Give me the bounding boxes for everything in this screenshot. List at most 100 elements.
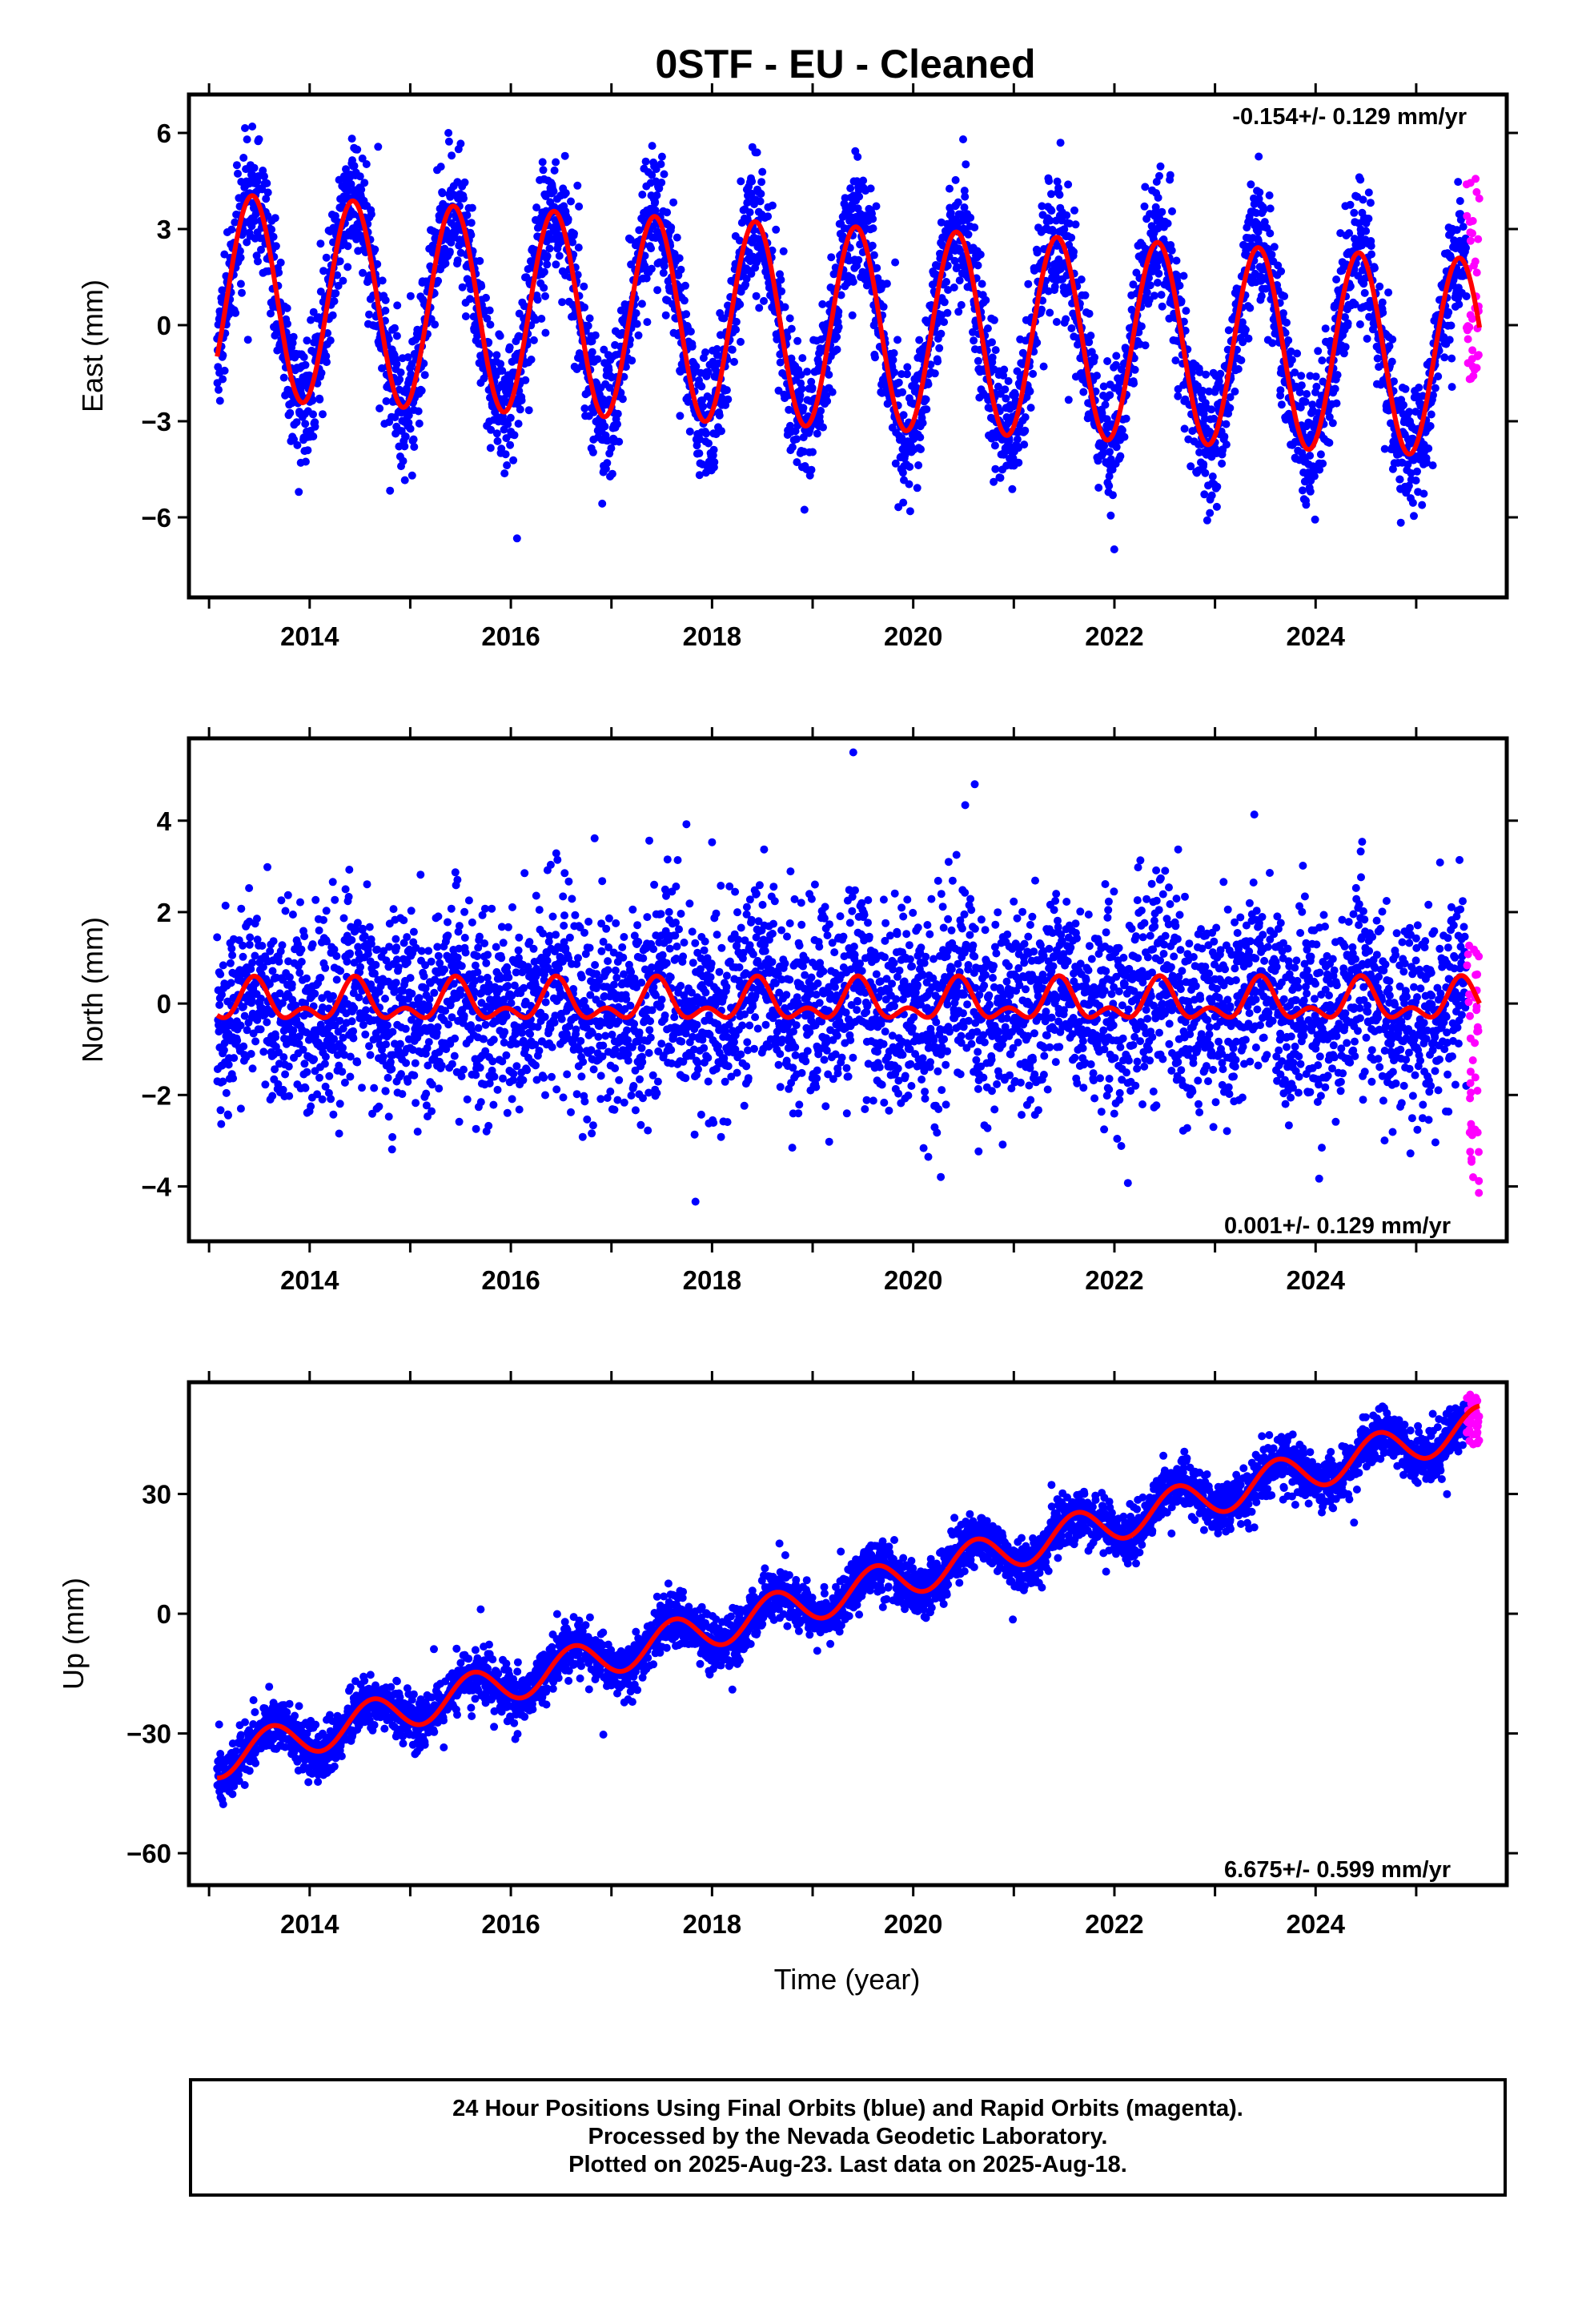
east-point bbox=[1013, 435, 1022, 444]
east-point bbox=[889, 356, 897, 364]
east-point bbox=[543, 260, 552, 269]
east-point bbox=[643, 318, 652, 327]
east-point bbox=[309, 308, 318, 316]
east-point bbox=[988, 338, 996, 347]
east-point bbox=[1454, 178, 1463, 187]
east-point bbox=[1325, 438, 1334, 447]
east-point bbox=[236, 279, 245, 288]
east-point bbox=[978, 279, 986, 288]
east-point bbox=[1418, 501, 1427, 509]
east-point bbox=[396, 375, 404, 384]
east-point bbox=[378, 276, 387, 285]
east-point bbox=[818, 300, 827, 308]
east-point bbox=[1224, 326, 1233, 335]
east-point bbox=[342, 165, 350, 174]
east-point bbox=[728, 345, 737, 354]
east-point bbox=[391, 324, 399, 332]
east-point bbox=[982, 296, 990, 304]
north-point bbox=[345, 866, 354, 874]
east-point bbox=[1216, 369, 1225, 378]
east-point bbox=[1093, 372, 1101, 380]
east-point bbox=[799, 433, 808, 442]
east-point bbox=[1077, 275, 1086, 283]
east-point bbox=[1296, 403, 1305, 412]
east-point bbox=[468, 203, 476, 212]
east-point bbox=[872, 202, 881, 211]
east-point bbox=[1308, 400, 1317, 409]
north-point bbox=[362, 1006, 370, 1015]
east-point bbox=[899, 498, 908, 507]
east-point bbox=[301, 360, 310, 369]
east-point bbox=[456, 139, 465, 148]
east-point bbox=[1056, 139, 1065, 147]
east-point bbox=[238, 288, 246, 297]
east-point bbox=[1364, 188, 1373, 197]
east-point bbox=[381, 306, 390, 315]
east-point bbox=[371, 245, 379, 254]
east-point bbox=[882, 279, 891, 288]
east-point bbox=[823, 396, 832, 405]
east-point bbox=[675, 254, 684, 263]
east-point bbox=[743, 199, 752, 207]
east-point bbox=[1085, 338, 1094, 347]
east-point bbox=[1112, 352, 1121, 360]
east-point bbox=[950, 283, 958, 292]
east-point bbox=[1062, 211, 1071, 219]
east-point bbox=[362, 160, 371, 168]
east-point bbox=[1387, 357, 1396, 366]
east-point bbox=[616, 306, 625, 315]
east-point bbox=[656, 160, 665, 168]
east-point bbox=[737, 177, 745, 186]
east-point bbox=[999, 371, 1008, 380]
east-point bbox=[1070, 247, 1078, 256]
east-point bbox=[374, 143, 383, 151]
east-point bbox=[558, 298, 567, 307]
east-point bbox=[220, 366, 229, 375]
north-point bbox=[365, 1042, 373, 1051]
east-point bbox=[659, 268, 668, 277]
north-point bbox=[381, 995, 389, 1003]
east-point bbox=[962, 160, 970, 169]
east-point bbox=[1090, 353, 1099, 362]
east-point bbox=[1052, 318, 1061, 326]
east-point bbox=[417, 386, 426, 395]
north-point bbox=[284, 1062, 293, 1071]
east-point bbox=[1239, 338, 1247, 347]
east-point bbox=[529, 336, 538, 344]
east-point bbox=[410, 443, 419, 451]
east-point bbox=[334, 281, 343, 290]
east-point bbox=[1218, 459, 1227, 468]
east-point bbox=[969, 328, 977, 336]
east-point bbox=[777, 287, 786, 296]
east-point bbox=[1319, 459, 1327, 468]
east-point bbox=[243, 135, 251, 144]
north-point bbox=[303, 1068, 311, 1076]
east-point bbox=[1085, 309, 1094, 318]
north-point bbox=[258, 942, 267, 950]
east-point bbox=[940, 298, 949, 307]
east-point bbox=[1199, 460, 1208, 468]
east-point bbox=[589, 408, 598, 416]
east-point bbox=[755, 304, 764, 312]
east-point bbox=[632, 320, 641, 328]
north-point bbox=[303, 974, 311, 983]
east-point bbox=[239, 154, 248, 162]
east-point bbox=[692, 362, 701, 371]
east-point bbox=[1325, 412, 1334, 421]
east-point bbox=[1265, 191, 1274, 199]
east-point bbox=[695, 471, 704, 480]
east-point bbox=[485, 306, 494, 315]
east-rate-label: -0.154+/- 0.129 mm/yr bbox=[1232, 104, 1467, 130]
east-point bbox=[661, 255, 669, 264]
east-point bbox=[1156, 162, 1165, 171]
east-point bbox=[701, 348, 709, 356]
north-point bbox=[363, 950, 372, 959]
east-point bbox=[905, 480, 913, 489]
east-point bbox=[1146, 281, 1154, 290]
east-point bbox=[957, 300, 966, 309]
east-point bbox=[1431, 384, 1439, 392]
east-point bbox=[295, 488, 303, 497]
north-point bbox=[375, 1102, 383, 1111]
east-point bbox=[1260, 218, 1269, 227]
east-point bbox=[1413, 467, 1421, 476]
